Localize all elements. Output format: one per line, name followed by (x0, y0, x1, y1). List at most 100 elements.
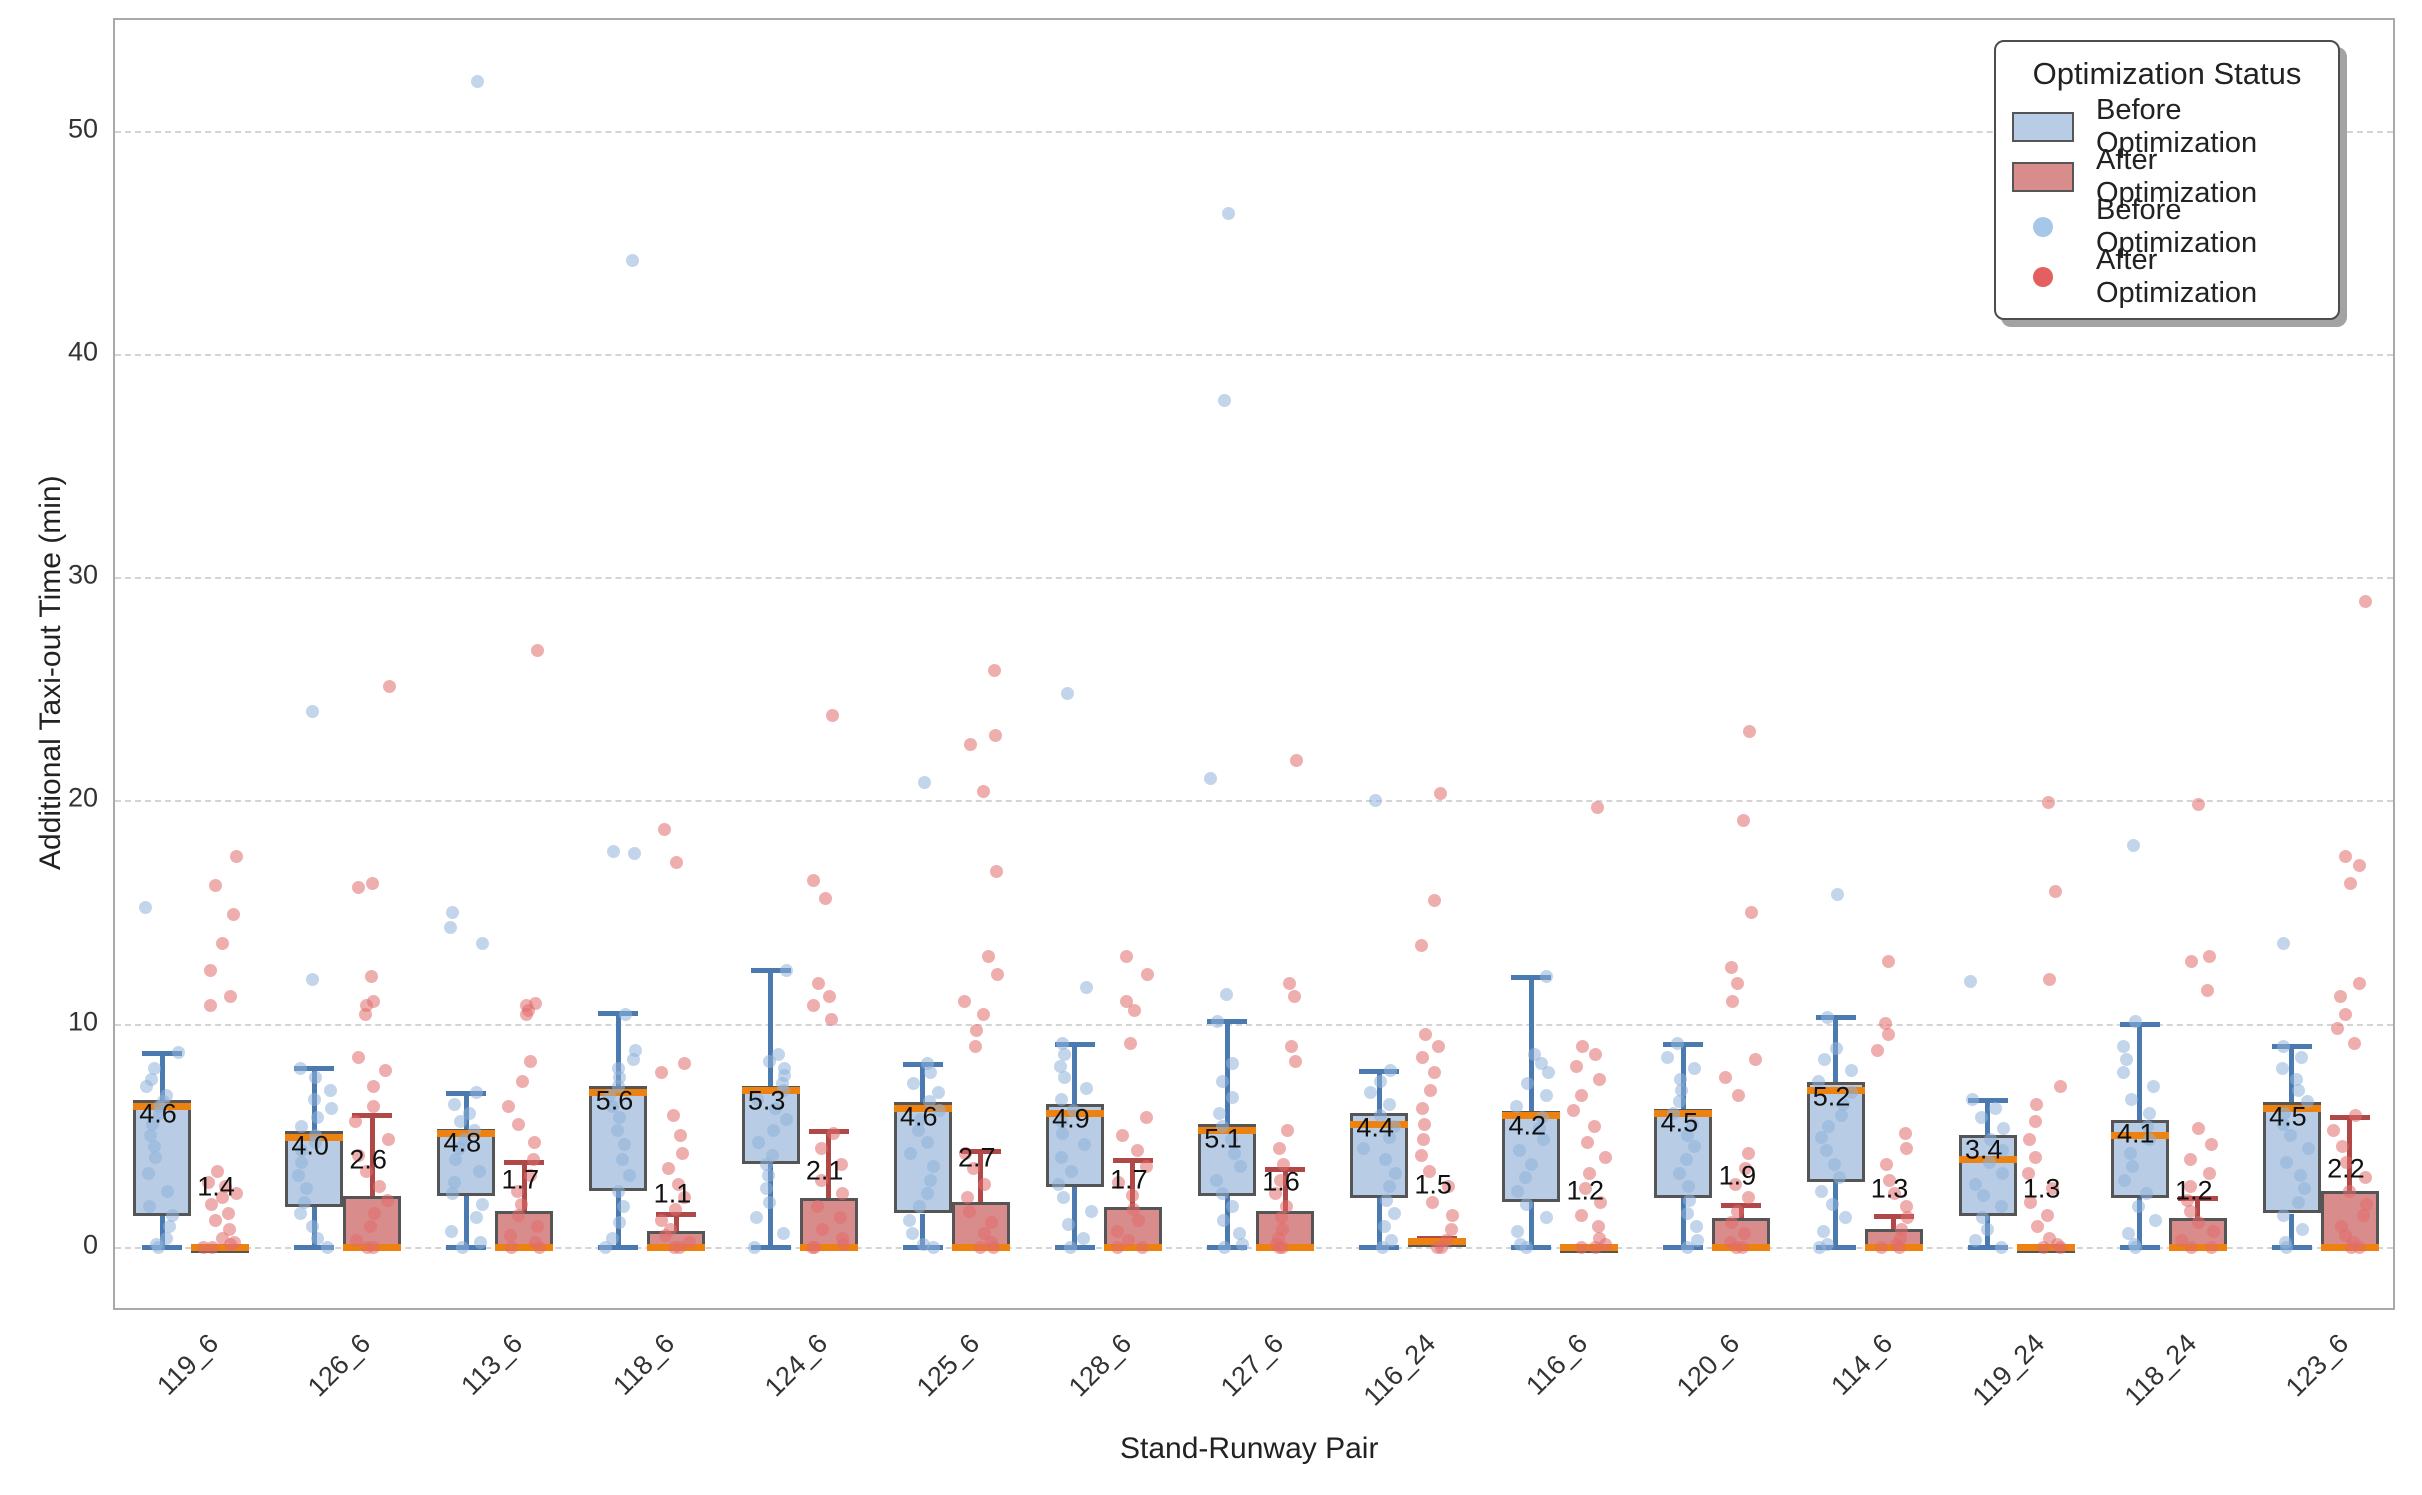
before-point (605, 1099, 619, 1113)
after-point (1599, 1238, 1613, 1252)
after-point (964, 738, 978, 752)
after-point (1719, 1070, 1733, 1084)
legend: Optimization Status Before Optimization … (1994, 40, 2340, 320)
after-point (1599, 1151, 1613, 1165)
whisker-line (1528, 976, 1534, 1111)
before-point (469, 1211, 483, 1225)
whisker-line (1833, 1182, 1839, 1247)
median-line (1654, 1109, 1713, 1117)
before-mean-label: 4.8 (443, 1127, 482, 1158)
before-point (1222, 206, 1236, 220)
after-point (814, 1142, 828, 1156)
after-point (1132, 1213, 1146, 1227)
before-point (2143, 1106, 2157, 1120)
x-tick-label: 119_24 (1966, 1328, 2050, 1412)
before-point (779, 1113, 793, 1127)
before-point (749, 1211, 763, 1225)
before-point (1519, 1171, 1533, 1185)
before-point (294, 1207, 308, 1220)
before-point (923, 1095, 937, 1109)
before-mean-label: 4.0 (291, 1130, 329, 1161)
before-point (907, 1077, 921, 1091)
whisker-line (978, 1150, 984, 1203)
before-point (462, 1106, 476, 1120)
y-tick-label: 40 (67, 336, 98, 367)
before-point (299, 1182, 313, 1196)
before-point (445, 1186, 459, 1200)
before-point (2126, 838, 2140, 852)
before-point (449, 1153, 463, 1167)
before-point (1383, 1180, 1397, 1194)
after-point (206, 1240, 220, 1254)
before-point (1055, 1037, 1069, 1051)
before-point (1217, 1240, 1231, 1254)
legend-title: Optimization Status (2032, 56, 2302, 91)
after-point (2207, 1224, 2221, 1238)
legend-item-after-dot: After Optimization (2012, 244, 2322, 309)
x-tick-label: 123_6 (2279, 1328, 2355, 1403)
after-point (811, 1200, 825, 1214)
after-point (666, 1108, 680, 1122)
y-tick-label: 0 (82, 1229, 98, 1260)
before-point (611, 1124, 625, 1138)
after-point (990, 968, 1004, 982)
whisker-line (521, 1162, 527, 1212)
after-point (2348, 1108, 2362, 1122)
legend-item-before-dot: Before Optimization (2012, 194, 2322, 259)
whisker-cap (1054, 1041, 1095, 1047)
after-point (2191, 1122, 2205, 1136)
after-point (1268, 1186, 1282, 1200)
after-point (976, 784, 990, 798)
gridline-y30 (115, 577, 2393, 580)
after-point (1724, 961, 1738, 975)
before-point (613, 1215, 627, 1229)
legend-label: After Optimization (2096, 244, 2258, 309)
after-point (960, 1191, 974, 1205)
whisker-line (673, 1213, 679, 1232)
before-mean-label: 4.5 (1660, 1107, 1699, 1138)
after-mean-label: 1.9 (1718, 1160, 1757, 1191)
after-point (2022, 1166, 2036, 1180)
after-mean-label: 1.4 (197, 1171, 235, 1202)
after-point (351, 1050, 365, 1064)
before-point (139, 1079, 153, 1093)
x-tick-label: 125_6 (910, 1328, 985, 1403)
after-point (976, 1008, 990, 1022)
whisker-cap (960, 1148, 1001, 1154)
after-point (349, 1115, 363, 1129)
before-point (1077, 1231, 1091, 1245)
after-point (1127, 1202, 1141, 1216)
after-point (674, 1128, 688, 1142)
before-point (470, 1086, 484, 1100)
after-point (1730, 1204, 1744, 1218)
before-point (1216, 1119, 1230, 1133)
after-point (2183, 1204, 2197, 1218)
after-point (2338, 849, 2352, 863)
legend-item-after-box: After Optimization (2012, 144, 2322, 209)
after-point (1428, 1066, 1442, 1080)
before-point (2283, 1128, 2297, 1142)
after-point (2185, 954, 2199, 968)
x-axis-title: Stand-Runway Pair (1120, 1432, 1379, 1465)
after-point (2359, 1198, 2373, 1212)
after-point (1578, 1182, 1592, 1196)
before-point (920, 1186, 934, 1200)
before-point (1830, 887, 1844, 901)
before-point (1084, 1204, 1098, 1218)
after-point (524, 1055, 538, 1069)
x-tick-label: 124_6 (758, 1328, 833, 1403)
before-point (1226, 1200, 1240, 1214)
after-point (957, 994, 971, 1008)
after-point (219, 1180, 233, 1194)
before-mean-label: 4.2 (1508, 1110, 1547, 1141)
before-point (1691, 1233, 1705, 1247)
before-point (1812, 1075, 1826, 1089)
before-point (1060, 686, 1074, 700)
after-point (668, 1202, 682, 1216)
before-point (917, 776, 931, 790)
before-point (1969, 1177, 1983, 1191)
after-point (1418, 1117, 1432, 1131)
before-point (1388, 1207, 1402, 1220)
after-point (229, 1186, 243, 1200)
before-point (1674, 1084, 1688, 1098)
